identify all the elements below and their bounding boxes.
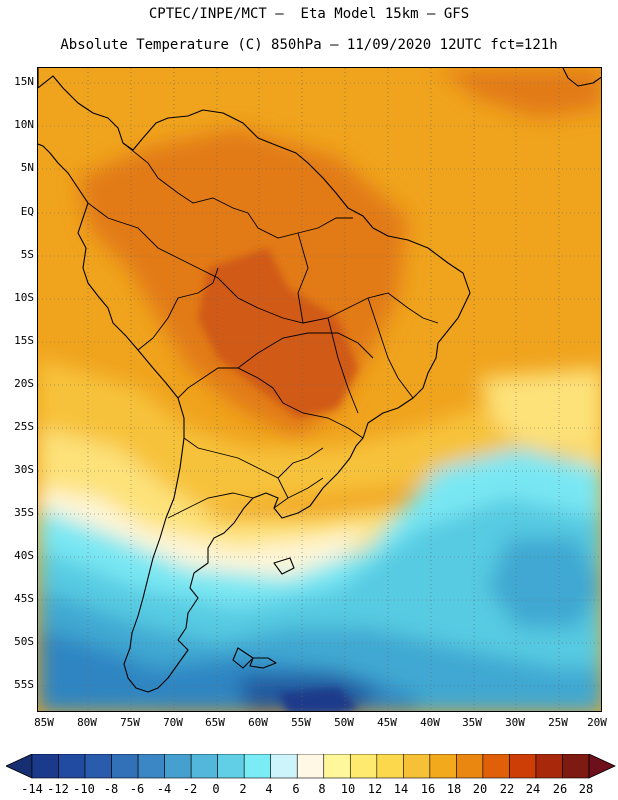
lon-label: 80W (77, 716, 97, 729)
lat-label: 5N (20, 161, 34, 174)
lat-label: 30S (14, 463, 34, 476)
lon-label: 75W (120, 716, 140, 729)
colorbar-cell (535, 754, 563, 779)
colorbar-label: 18 (446, 782, 462, 796)
lon-label: 45W (377, 716, 397, 729)
colorbar-label: -4 (156, 782, 172, 796)
lat-label: 40S (14, 549, 34, 562)
lat-label: 20S (14, 377, 34, 390)
lat-label: 15S (14, 334, 34, 347)
lat-label: 15N (14, 75, 34, 88)
colorbar-cell (137, 754, 165, 779)
colorbar-label: -14 (21, 782, 43, 796)
lat-label: EQ (20, 205, 34, 218)
colorbar-label: -2 (182, 782, 198, 796)
colorbar-under-triangle (6, 754, 33, 779)
colorbar (6, 754, 616, 779)
colorbar-label: 22 (499, 782, 515, 796)
colorbar-cell (31, 754, 59, 779)
lat-label: 35S (14, 506, 34, 519)
colorbar-cell (482, 754, 510, 779)
colorbar-cell (190, 754, 218, 779)
colorbar-cell (323, 754, 351, 779)
colorbar-cell (509, 754, 537, 779)
colorbar-cell (164, 754, 192, 779)
lon-label: 25W (548, 716, 568, 729)
lon-label: 30W (505, 716, 525, 729)
lon-label: 65W (205, 716, 225, 729)
colorbar-label: -8 (103, 782, 119, 796)
colorbar-cell (562, 754, 590, 779)
colorbar-label: 14 (393, 782, 409, 796)
lon-label: 50W (334, 716, 354, 729)
colorbar-cell (243, 754, 272, 779)
lat-label: 55S (14, 678, 34, 691)
title-line-2: Absolute Temperature (C) 850hPa – 11/09/… (60, 37, 558, 53)
title-line-1: CPTEC/INPE/MCT – Eta Model 15km – GFS (148, 6, 470, 22)
colorbar-label: 2 (239, 782, 247, 796)
colorbar-cell (296, 754, 325, 779)
colorbar-label: -12 (47, 782, 69, 796)
colorbar-cell (429, 754, 457, 779)
colorbar-cell (58, 754, 86, 779)
colorbar-cells (31, 754, 590, 779)
colorbar-label: 24 (525, 782, 541, 796)
lat-label: 5S (20, 248, 34, 261)
colorbar-cell (217, 754, 245, 779)
lat-label: 10S (14, 291, 34, 304)
map-panel (37, 67, 602, 712)
colorbar-cell (403, 754, 431, 779)
colorbar-label: 16 (420, 782, 436, 796)
colorbar-cell (456, 754, 484, 779)
colorbar-label: 26 (552, 782, 568, 796)
lon-label: 20W (587, 716, 607, 729)
colorbar-label: 12 (367, 782, 383, 796)
colorbar-cell (349, 754, 378, 779)
colorbar-label: 4 (265, 782, 273, 796)
country-borders (87, 142, 439, 519)
colorbar-label: 10 (340, 782, 356, 796)
colorbar-cell (84, 754, 112, 779)
colorbar-label: 8 (318, 782, 326, 796)
lat-label: 45S (14, 592, 34, 605)
colorbar-label: -6 (129, 782, 145, 796)
lat-label: 25S (14, 420, 34, 433)
colorbar-label: 6 (292, 782, 300, 796)
colorbar-label: -10 (73, 782, 95, 796)
temperature-field (38, 68, 601, 711)
temperature-shading (38, 68, 601, 711)
colorbar-label: 28 (578, 782, 594, 796)
lon-label: 55W (291, 716, 311, 729)
colorbar-over-triangle (588, 754, 616, 779)
lon-label: 85W (34, 716, 54, 729)
colorbar-cell (270, 754, 298, 779)
lon-label: 70W (163, 716, 183, 729)
colorbar-label: 0 (212, 782, 220, 796)
colorbar-label: 20 (472, 782, 488, 796)
colorbar-cell (376, 754, 404, 779)
lon-label: 40W (420, 716, 440, 729)
lon-label: 60W (248, 716, 268, 729)
lat-label: 50S (14, 635, 34, 648)
lon-label: 35W (462, 716, 482, 729)
colorbar-cell (111, 754, 139, 779)
lat-label: 10N (14, 118, 34, 131)
